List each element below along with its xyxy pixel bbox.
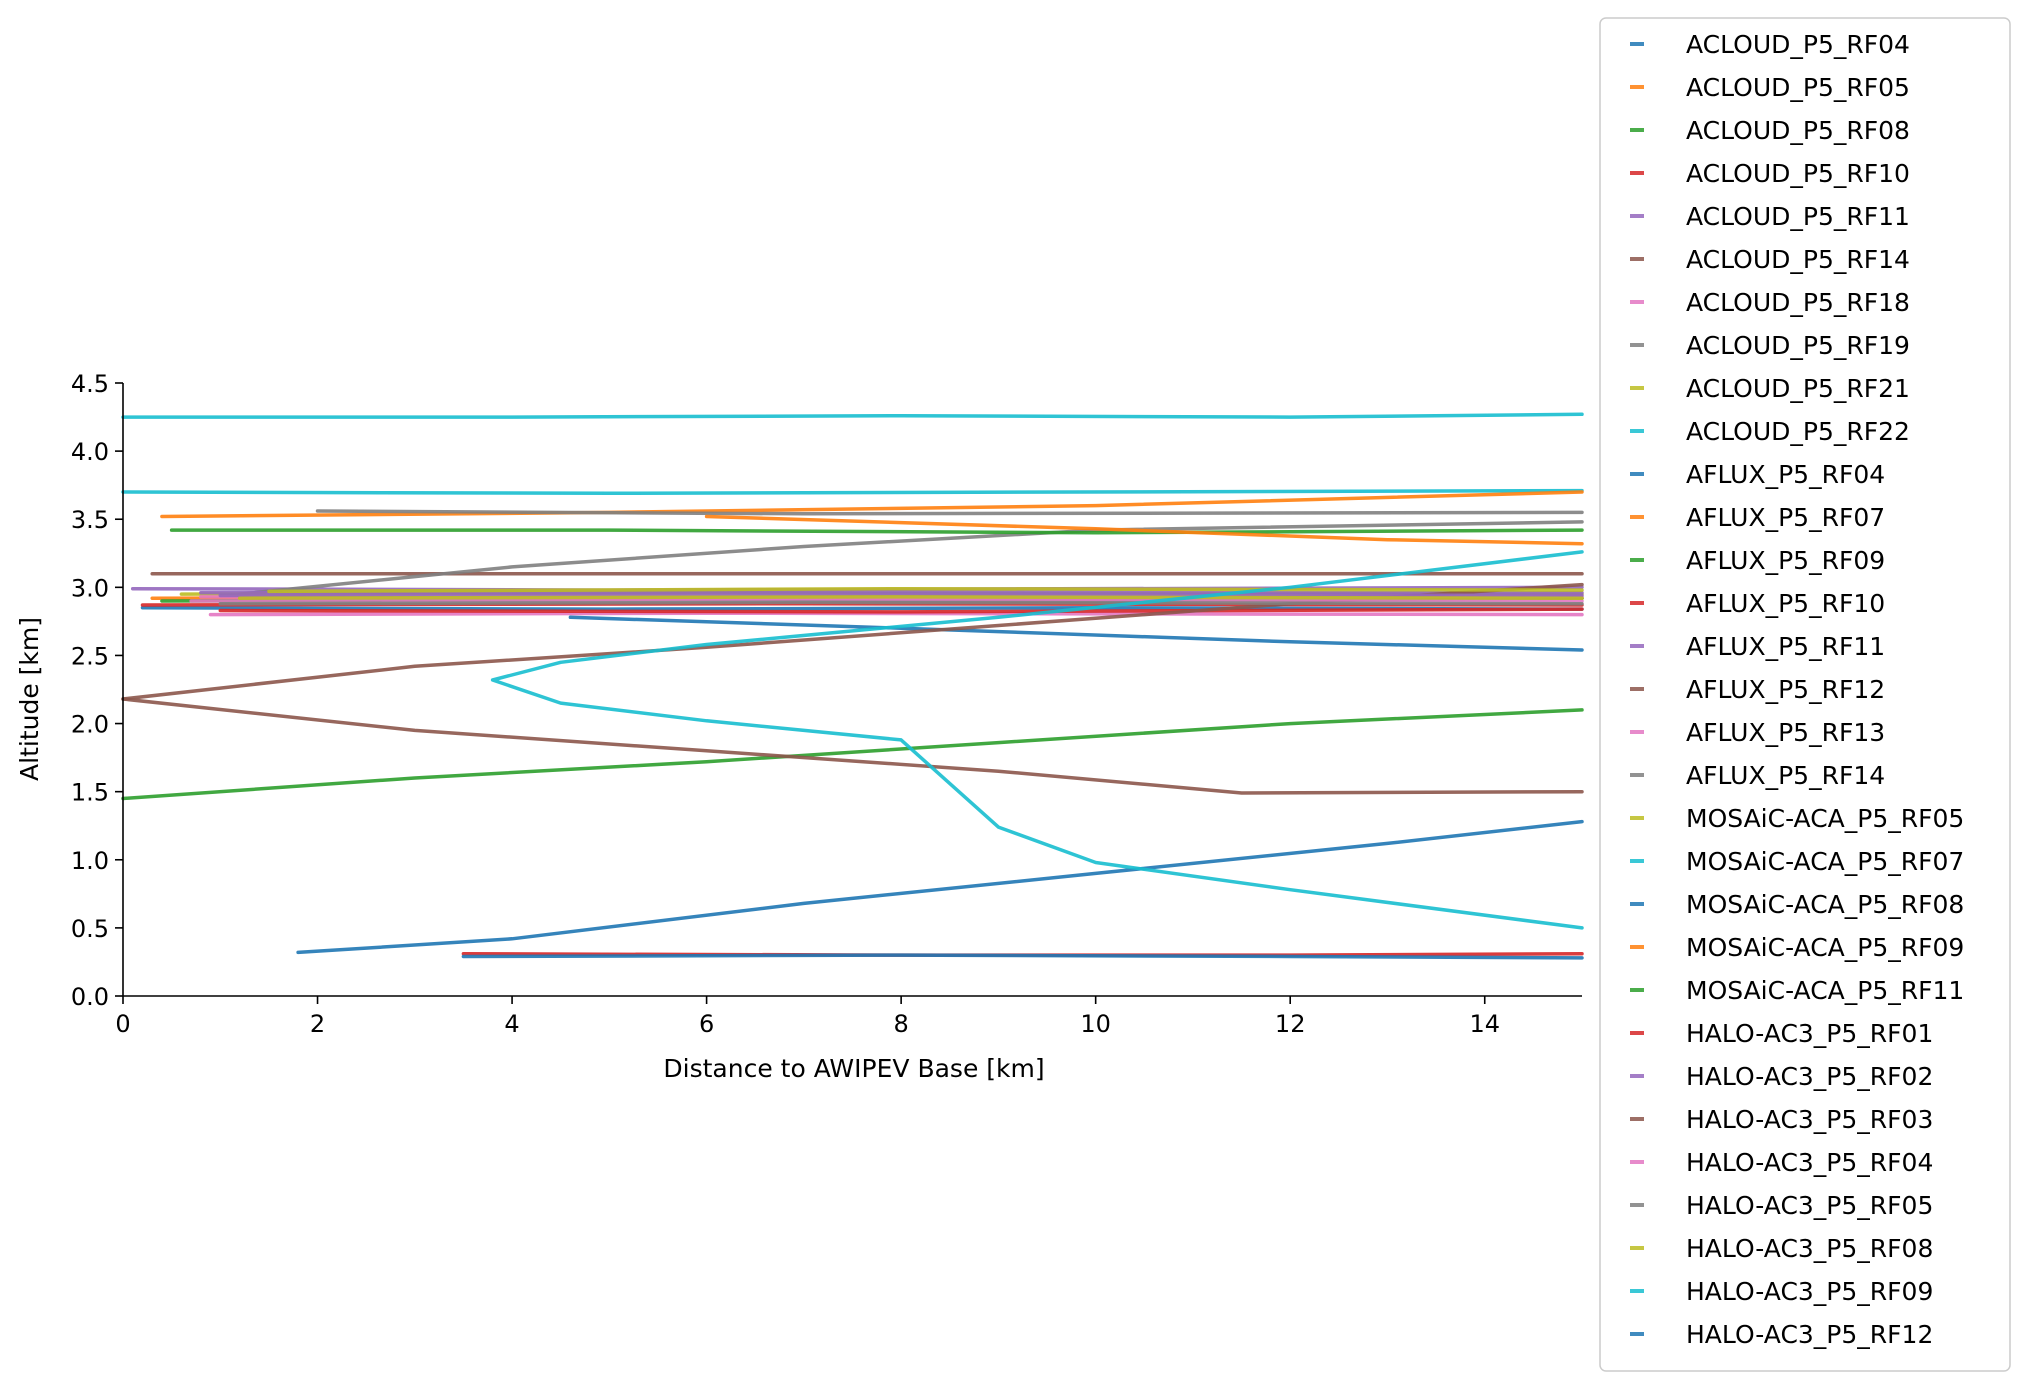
legend-entry-label: AFLUX_P5_RF10: [1686, 589, 1885, 618]
series-line-halo-ac3-p5-rf02: [218, 592, 1584, 598]
series-line-aflux-p5-rf04: [568, 615, 1584, 652]
x-tick-label: 2: [310, 1010, 325, 1038]
plot-area: [121, 412, 1584, 960]
legend-entry-label: MOSAiC-ACA_P5_RF11: [1686, 976, 1964, 1005]
legend-entry-label: MOSAiC-ACA_P5_RF09: [1686, 933, 1964, 962]
series-line-aflux-p5-rf07: [160, 490, 1584, 519]
x-axis-label: Distance to AWIPEV Base [km]: [663, 1054, 1044, 1083]
y-tick-label: 4.0: [71, 438, 109, 466]
legend-entry-label: ACLOUD_P5_RF10: [1686, 159, 1910, 188]
series-line-mosaic-aca-p5-rf09: [704, 514, 1584, 546]
x-tick-label: 4: [504, 1010, 519, 1038]
legend-entry-label: AFLUX_P5_RF13: [1686, 718, 1885, 747]
y-tick-label: 1.0: [71, 847, 109, 875]
legend-entry-label: HALO-AC3_P5_RF09: [1686, 1277, 1933, 1306]
legend-entry-label: HALO-AC3_P5_RF12: [1686, 1320, 1933, 1349]
series-line-mosaic-aca-p5-rf11: [121, 708, 1584, 801]
y-axis-label: Altitude [km]: [15, 617, 44, 781]
legend-entry-label: MOSAiC-ACA_P5_RF05: [1686, 804, 1964, 833]
legend-entry-label: ACLOUD_P5_RF04: [1686, 30, 1910, 59]
legend-entry-label: ACLOUD_P5_RF08: [1686, 116, 1910, 145]
series-line-aflux-p5-rf14: [315, 509, 1584, 516]
series-line-mosaic-aca-p5-rf08: [296, 819, 1584, 955]
series-line-halo-ac3-p5-rf09: [490, 550, 1584, 930]
x-tick-label: 0: [115, 1010, 130, 1038]
legend-entry-label: ACLOUD_P5_RF18: [1686, 288, 1910, 317]
legend-entry-label: AFLUX_P5_RF07: [1686, 503, 1885, 532]
x-tick-label: 6: [699, 1010, 714, 1038]
legend-entry-label: HALO-AC3_P5_RF03: [1686, 1105, 1933, 1134]
y-tick-label: 0.5: [71, 915, 109, 943]
x-tick-label: 14: [1469, 1010, 1500, 1038]
series-line-halo-ac3-p5-rf08: [237, 595, 1584, 600]
series-line-halo-ac3-p5-rf05: [218, 600, 1584, 606]
legend-entry-label: MOSAiC-ACA_P5_RF08: [1686, 890, 1964, 919]
legend-entry-label: HALO-AC3_P5_RF05: [1686, 1191, 1933, 1220]
legend-entry-label: AFLUX_P5_RF09: [1686, 546, 1885, 575]
x-axis: 0 2 4 6 8 10 12 14: [115, 995, 1582, 1038]
legend-box: [1599, 17, 2011, 1372]
y-tick-label: 2.0: [71, 711, 109, 739]
legend-entry-label: ACLOUD_P5_RF21: [1686, 374, 1910, 403]
legend-entry-label: ACLOUD_P5_RF14: [1686, 245, 1910, 274]
legend-entry-label: ACLOUD_P5_RF05: [1686, 73, 1910, 102]
series-line-aflux-p5-rf09: [169, 528, 1584, 535]
series-line-halo-ac3-p5-rf04: [189, 597, 1584, 603]
y-axis: 0.0 0.5 1.0 1.5 2.0 2.5 3.0 3.5 4.0 4.5: [71, 370, 124, 1011]
y-tick-label: 3.0: [71, 574, 109, 602]
y-tick-label: 2.5: [71, 642, 109, 670]
legend-entry-label: AFLUX_P5_RF11: [1686, 632, 1885, 661]
legend-entry-label: AFLUX_P5_RF12: [1686, 675, 1885, 704]
series-line-halo-ac3-p5-rf12: [461, 953, 1584, 960]
x-tick-label: 10: [1080, 1010, 1111, 1038]
legend-entry-label: HALO-AC3_P5_RF08: [1686, 1234, 1933, 1263]
x-tick-label: 8: [893, 1010, 908, 1038]
legend-entry-label: MOSAiC-ACA_P5_RF07: [1686, 847, 1964, 876]
legend-entry-label: HALO-AC3_P5_RF01: [1686, 1019, 1933, 1048]
y-tick-label: 4.5: [71, 370, 109, 398]
series-line-halo-ac3-p5-rf03: [121, 697, 1584, 795]
legend: ACLOUD_P5_RF04 ACLOUD_P5_RF05 ACLOUD_P5_RF…: [1599, 17, 2011, 1372]
legend-entry-label: HALO-AC3_P5_RF02: [1686, 1062, 1933, 1091]
legend-entry-label: ACLOUD_P5_RF11: [1686, 202, 1910, 231]
legend-entry-label: ACLOUD_P5_RF22: [1686, 417, 1910, 446]
series-line-acloud-p5-rf19: [237, 520, 1584, 596]
legend-entry-label: AFLUX_P5_RF04: [1686, 460, 1885, 489]
series-line-aflux-p5-rf10: [218, 607, 1584, 614]
legend-entry-label: HALO-AC3_P5_RF04: [1686, 1148, 1933, 1177]
series-line-mosaic-aca-p5-rf07: [121, 412, 1584, 419]
x-tick-label: 12: [1275, 1010, 1306, 1038]
y-tick-label: 1.5: [71, 779, 109, 807]
legend-entry-label: AFLUX_P5_RF14: [1686, 761, 1885, 790]
y-tick-label: 0.0: [71, 983, 109, 1011]
series-line-acloud-p5-rf22: [121, 488, 1584, 496]
legend-entry-label: ACLOUD_P5_RF19: [1686, 331, 1910, 360]
y-tick-label: 3.5: [71, 506, 109, 534]
series-line-mosaic-aca-p5-rf05: [267, 586, 1584, 594]
